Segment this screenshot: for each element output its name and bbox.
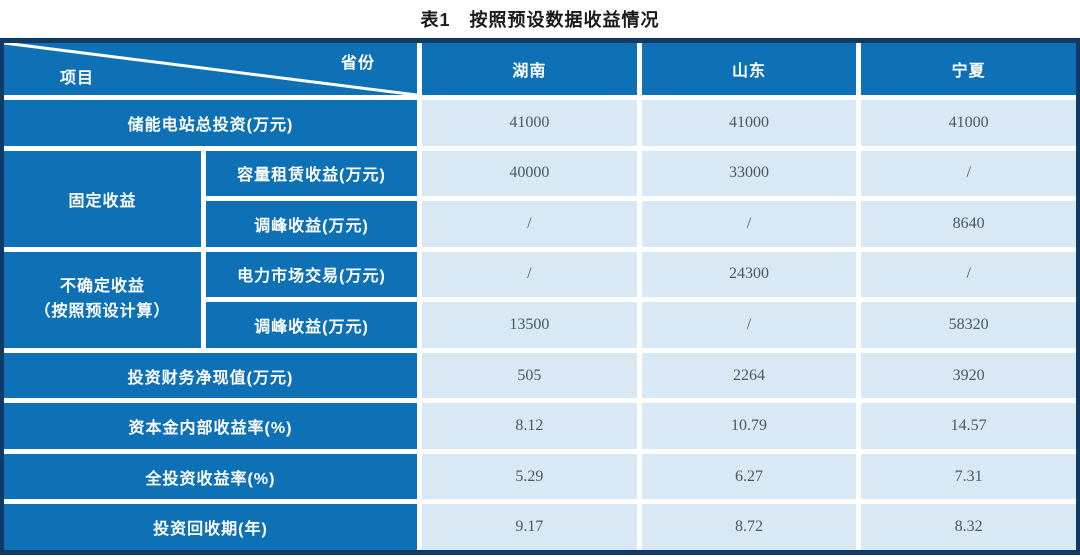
value-cell: 505 xyxy=(422,352,637,399)
value-cell: / xyxy=(641,201,857,247)
value-cell: 2264 xyxy=(641,352,857,399)
value-cell: 8.72 xyxy=(641,504,857,550)
group-label-uncertain-income: 不确定收益 （按照预设计算） xyxy=(4,251,201,348)
value-cell: 41000 xyxy=(641,100,857,146)
value-cell: 41000 xyxy=(422,100,637,146)
group-label-uncertain-line1: 不确定收益 xyxy=(59,277,145,295)
group-label-fixed-income: 固定收益 xyxy=(4,150,201,247)
group-label-uncertain-line2: （按照预设计算） xyxy=(34,302,171,320)
row-label-capital-irr: 资本金内部收益率(%) xyxy=(4,403,417,449)
value-cell: 58320 xyxy=(861,302,1076,348)
row-label-total-return-rate: 全投资收益率(%) xyxy=(4,453,417,500)
value-cell: 9.17 xyxy=(422,504,637,550)
value-cell: 8.12 xyxy=(422,403,637,449)
value-cell: 14.57 xyxy=(861,403,1076,449)
row-label-market-trading: 电力市场交易(万元) xyxy=(206,251,417,298)
value-cell: 3920 xyxy=(861,352,1076,399)
revenue-table: 省份 项目 湖南 山东 宁夏 储能电站总投资(万元) 41000 41000 4… xyxy=(0,38,1080,555)
table-grid: 省份 项目 湖南 山东 宁夏 储能电站总投资(万元) 41000 41000 4… xyxy=(4,43,1076,550)
value-cell: / xyxy=(861,251,1076,298)
corner-header-cell: 省份 项目 xyxy=(4,43,417,95)
value-cell: / xyxy=(422,251,637,298)
value-cell: / xyxy=(422,201,637,247)
value-cell: 41000 xyxy=(861,100,1076,146)
column-header-ningxia: 宁夏 xyxy=(861,43,1076,95)
value-cell: 5.29 xyxy=(422,453,637,500)
row-label-payback-period: 投资回收期(年) xyxy=(4,504,417,550)
value-cell: 40000 xyxy=(422,150,637,197)
column-header-shandong: 山东 xyxy=(641,43,857,95)
diagonal-divider-line xyxy=(4,43,417,95)
value-cell: / xyxy=(641,302,857,348)
value-cell: 10.79 xyxy=(641,403,857,449)
value-cell: 24300 xyxy=(641,251,857,298)
value-cell: / xyxy=(861,150,1076,197)
value-cell: 6.27 xyxy=(641,453,857,500)
table-title: 表1 按照预设数据收益情况 xyxy=(420,10,660,30)
value-cell: 7.31 xyxy=(861,453,1076,500)
value-cell: 8640 xyxy=(861,201,1076,247)
row-label-peak-shaving-uncertain: 调峰收益(万元) xyxy=(206,302,417,348)
row-label-total-investment: 储能电站总投资(万元) xyxy=(4,100,417,146)
value-cell: 33000 xyxy=(641,150,857,197)
value-cell: 13500 xyxy=(422,302,637,348)
row-label-npv: 投资财务净现值(万元) xyxy=(4,352,417,399)
corner-label-province: 省份 xyxy=(340,55,375,72)
row-label-peak-shaving-fixed: 调峰收益(万元) xyxy=(206,201,417,247)
value-cell: 8.32 xyxy=(861,504,1076,550)
column-header-hunan: 湖南 xyxy=(422,43,637,95)
corner-label-project: 项目 xyxy=(60,70,95,87)
row-label-capacity-lease: 容量租赁收益(万元) xyxy=(206,150,417,197)
